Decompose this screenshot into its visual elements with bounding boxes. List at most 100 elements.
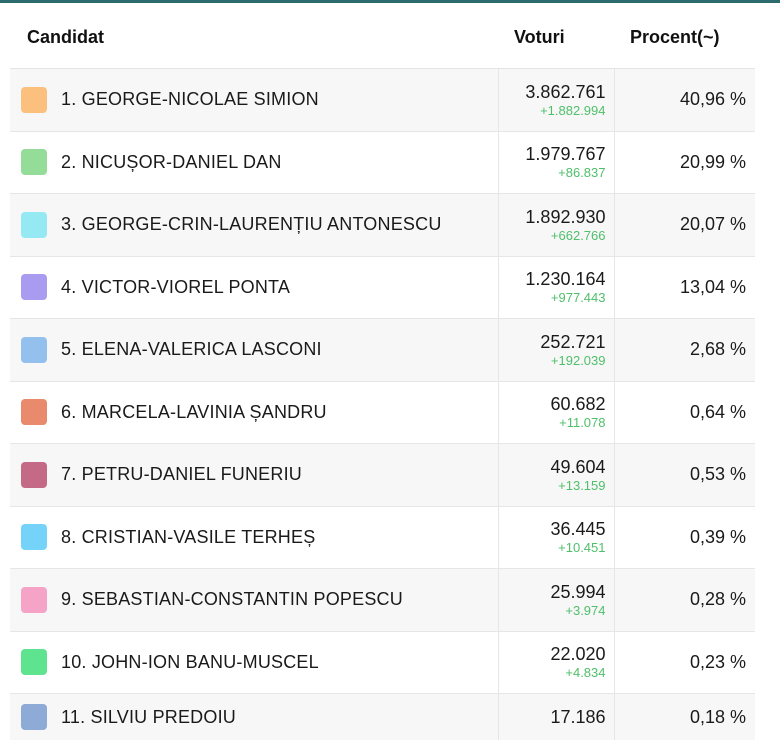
vote-total: 17.186	[500, 708, 606, 726]
candidate-name: 5. ELENA-VALERICA LASCONI	[61, 339, 322, 360]
candidate-name: 6. MARCELA-LAVINIA ȘANDRU	[61, 402, 327, 423]
candidate-cell: 3. GEORGE-CRIN-LAURENȚIU ANTONESCU	[10, 194, 498, 257]
candidate-color-swatch	[21, 149, 47, 175]
vote-delta: +86.837	[500, 166, 606, 179]
votes-cell: 1.230.164+977.443	[498, 256, 614, 319]
table-row: 2. NICUȘOR-DANIEL DAN 1.979.767 +86.837 20,…	[10, 131, 755, 194]
candidate-color-swatch	[21, 462, 47, 488]
header-votes[interactable]: Voturi	[498, 6, 614, 69]
percent-cell: 20,99 %	[614, 131, 755, 194]
table-row: 1. GEORGE-NICOLAE SIMION 3.862.761 +1.882.…	[10, 69, 755, 132]
table-row: 3. GEORGE-CRIN-LAURENȚIU ANTONESCU 1.892.…	[10, 194, 755, 257]
vote-total: 1.979.767	[500, 145, 606, 163]
candidate-cell: 5. ELENA-VALERICA LASCONI	[10, 319, 498, 382]
candidate-name: 3. GEORGE-CRIN-LAURENȚIU ANTONESCU	[61, 214, 442, 235]
candidate-info: 4. VICTOR-VIOREL PONTA	[11, 274, 497, 300]
votes-cell: 1.892.930 +662.766	[498, 194, 614, 257]
vote-total: 49.604	[500, 458, 606, 476]
candidate-cell: 9. SEBASTIAN-CONSTANTIN POPESCU	[10, 569, 498, 632]
results-table: Candidat Voturi Procent(~) 1. GEORGE-NIC…	[10, 6, 755, 740]
table-header: Candidat Voturi Procent(~)	[10, 6, 755, 69]
top-accent-line	[0, 0, 780, 3]
candidate-color-swatch	[21, 337, 47, 363]
candidate-color-swatch	[21, 649, 47, 675]
percent-cell: 0,39 %	[614, 506, 755, 569]
candidate-cell: 2. NICUȘOR-DANIEL DAN	[10, 131, 498, 194]
candidate-info: 9. SEBASTIAN-CONSTANTIN POPESCU	[11, 587, 497, 613]
votes-cell: 49.604 +13.159	[498, 444, 614, 507]
percent-cell: 0,64 %	[614, 381, 755, 444]
header-candidate[interactable]: Candidat	[10, 6, 498, 69]
candidate-color-swatch	[21, 87, 47, 113]
votes-cell: 1.979.767 +86.837	[498, 131, 614, 194]
vote-delta: +11.078	[500, 416, 606, 429]
page-edge	[768, 3, 780, 739]
percent-cell: 0,23 %	[614, 631, 755, 694]
candidate-color-swatch	[21, 274, 47, 300]
percent-cell: 20,07 %	[614, 194, 755, 257]
candidate-name: 11. SILVIU PREDOIU	[61, 707, 236, 728]
candidate-cell: 11. SILVIU PREDOIU	[10, 694, 498, 740]
vote-delta: +10.451	[500, 541, 606, 554]
candidate-name: 8. CRISTIAN-VASILE TERHEȘ	[61, 527, 315, 548]
percent-cell: 0,28 %	[614, 569, 755, 632]
candidate-color-swatch	[21, 212, 47, 238]
vote-total: 60.682	[500, 395, 606, 413]
vote-delta: +1.882.994	[500, 104, 606, 117]
candidate-cell: 6. MARCELA-LAVINIA ȘANDRU	[10, 381, 498, 444]
percent-cell: 0,18 %	[614, 694, 755, 740]
vote-delta: +4.834	[500, 666, 606, 679]
candidate-name: 9. SEBASTIAN-CONSTANTIN POPESCU	[61, 589, 403, 610]
candidate-cell: 8. CRISTIAN-VASILE TERHEȘ	[10, 506, 498, 569]
candidate-info: 1. GEORGE-NICOLAE SIMION	[11, 87, 497, 113]
candidate-info: 3. GEORGE-CRIN-LAURENȚIU ANTONESCU	[11, 212, 497, 238]
vote-total: 36.445	[500, 520, 606, 538]
votes-cell: 252.721+192.039	[498, 319, 614, 382]
vote-delta: +192.039	[500, 354, 606, 367]
table-row: 9. SEBASTIAN-CONSTANTIN POPESCU 25.994+3.…	[10, 569, 755, 632]
table-body: 1. GEORGE-NICOLAE SIMION 3.862.761 +1.882.…	[10, 69, 755, 740]
candidate-color-swatch	[21, 524, 47, 550]
candidate-name: 1. GEORGE-NICOLAE SIMION	[61, 89, 319, 110]
candidate-cell: 1. GEORGE-NICOLAE SIMION	[10, 69, 498, 132]
candidate-info: 7. PETRU-DANIEL FUNERIU	[11, 462, 497, 488]
vote-delta: +3.974	[500, 604, 606, 617]
candidate-color-swatch	[21, 704, 47, 730]
votes-cell: 22.020+4.834	[498, 631, 614, 694]
candidate-info: 2. NICUȘOR-DANIEL DAN	[11, 149, 497, 175]
table-row: 5. ELENA-VALERICA LASCONI 252.721+192.039…	[10, 319, 755, 382]
candidate-info: 5. ELENA-VALERICA LASCONI	[11, 337, 497, 363]
candidate-info: 11. SILVIU PREDOIU	[11, 704, 497, 730]
candidate-name: 2. NICUȘOR-DANIEL DAN	[61, 152, 282, 173]
vote-delta: +13.159	[500, 479, 606, 492]
vote-delta: +662.766	[500, 229, 606, 242]
votes-cell: 36.445 +10.451	[498, 506, 614, 569]
table-row: 6. MARCELA-LAVINIA ȘANDRU 60.682 +11.078 0,…	[10, 381, 755, 444]
table-row: 11. SILVIU PREDOIU 17.186 0,18 %	[10, 694, 755, 740]
candidate-color-swatch	[21, 587, 47, 613]
votes-cell: 25.994+3.974	[498, 569, 614, 632]
candidate-cell: 4. VICTOR-VIOREL PONTA	[10, 256, 498, 319]
candidate-cell: 10. JOHN-ION BANU-MUSCEL	[10, 631, 498, 694]
percent-cell: 2,68 %	[614, 319, 755, 382]
percent-cell: 13,04 %	[614, 256, 755, 319]
vote-total: 1.892.930	[500, 208, 606, 226]
candidate-info: 8. CRISTIAN-VASILE TERHEȘ	[11, 524, 497, 550]
candidate-cell: 7. PETRU-DANIEL FUNERIU	[10, 444, 498, 507]
header-percent[interactable]: Procent(~)	[614, 6, 755, 69]
votes-cell: 3.862.761 +1.882.994	[498, 69, 614, 132]
candidate-name: 7. PETRU-DANIEL FUNERIU	[61, 464, 302, 485]
header-row: Candidat Voturi Procent(~)	[10, 6, 755, 69]
candidate-name: 10. JOHN-ION BANU-MUSCEL	[61, 652, 319, 673]
percent-cell: 0,53 %	[614, 444, 755, 507]
table-row: 7. PETRU-DANIEL FUNERIU 49.604 +13.159 0,53…	[10, 444, 755, 507]
vote-total: 3.862.761	[500, 83, 606, 101]
votes-cell: 60.682 +11.078	[498, 381, 614, 444]
candidate-info: 10. JOHN-ION BANU-MUSCEL	[11, 649, 497, 675]
vote-delta: +977.443	[500, 291, 606, 304]
candidate-color-swatch	[21, 399, 47, 425]
candidate-name: 4. VICTOR-VIOREL PONTA	[61, 277, 290, 298]
table-row: 8. CRISTIAN-VASILE TERHEȘ 36.445 +10.451 0,…	[10, 506, 755, 569]
